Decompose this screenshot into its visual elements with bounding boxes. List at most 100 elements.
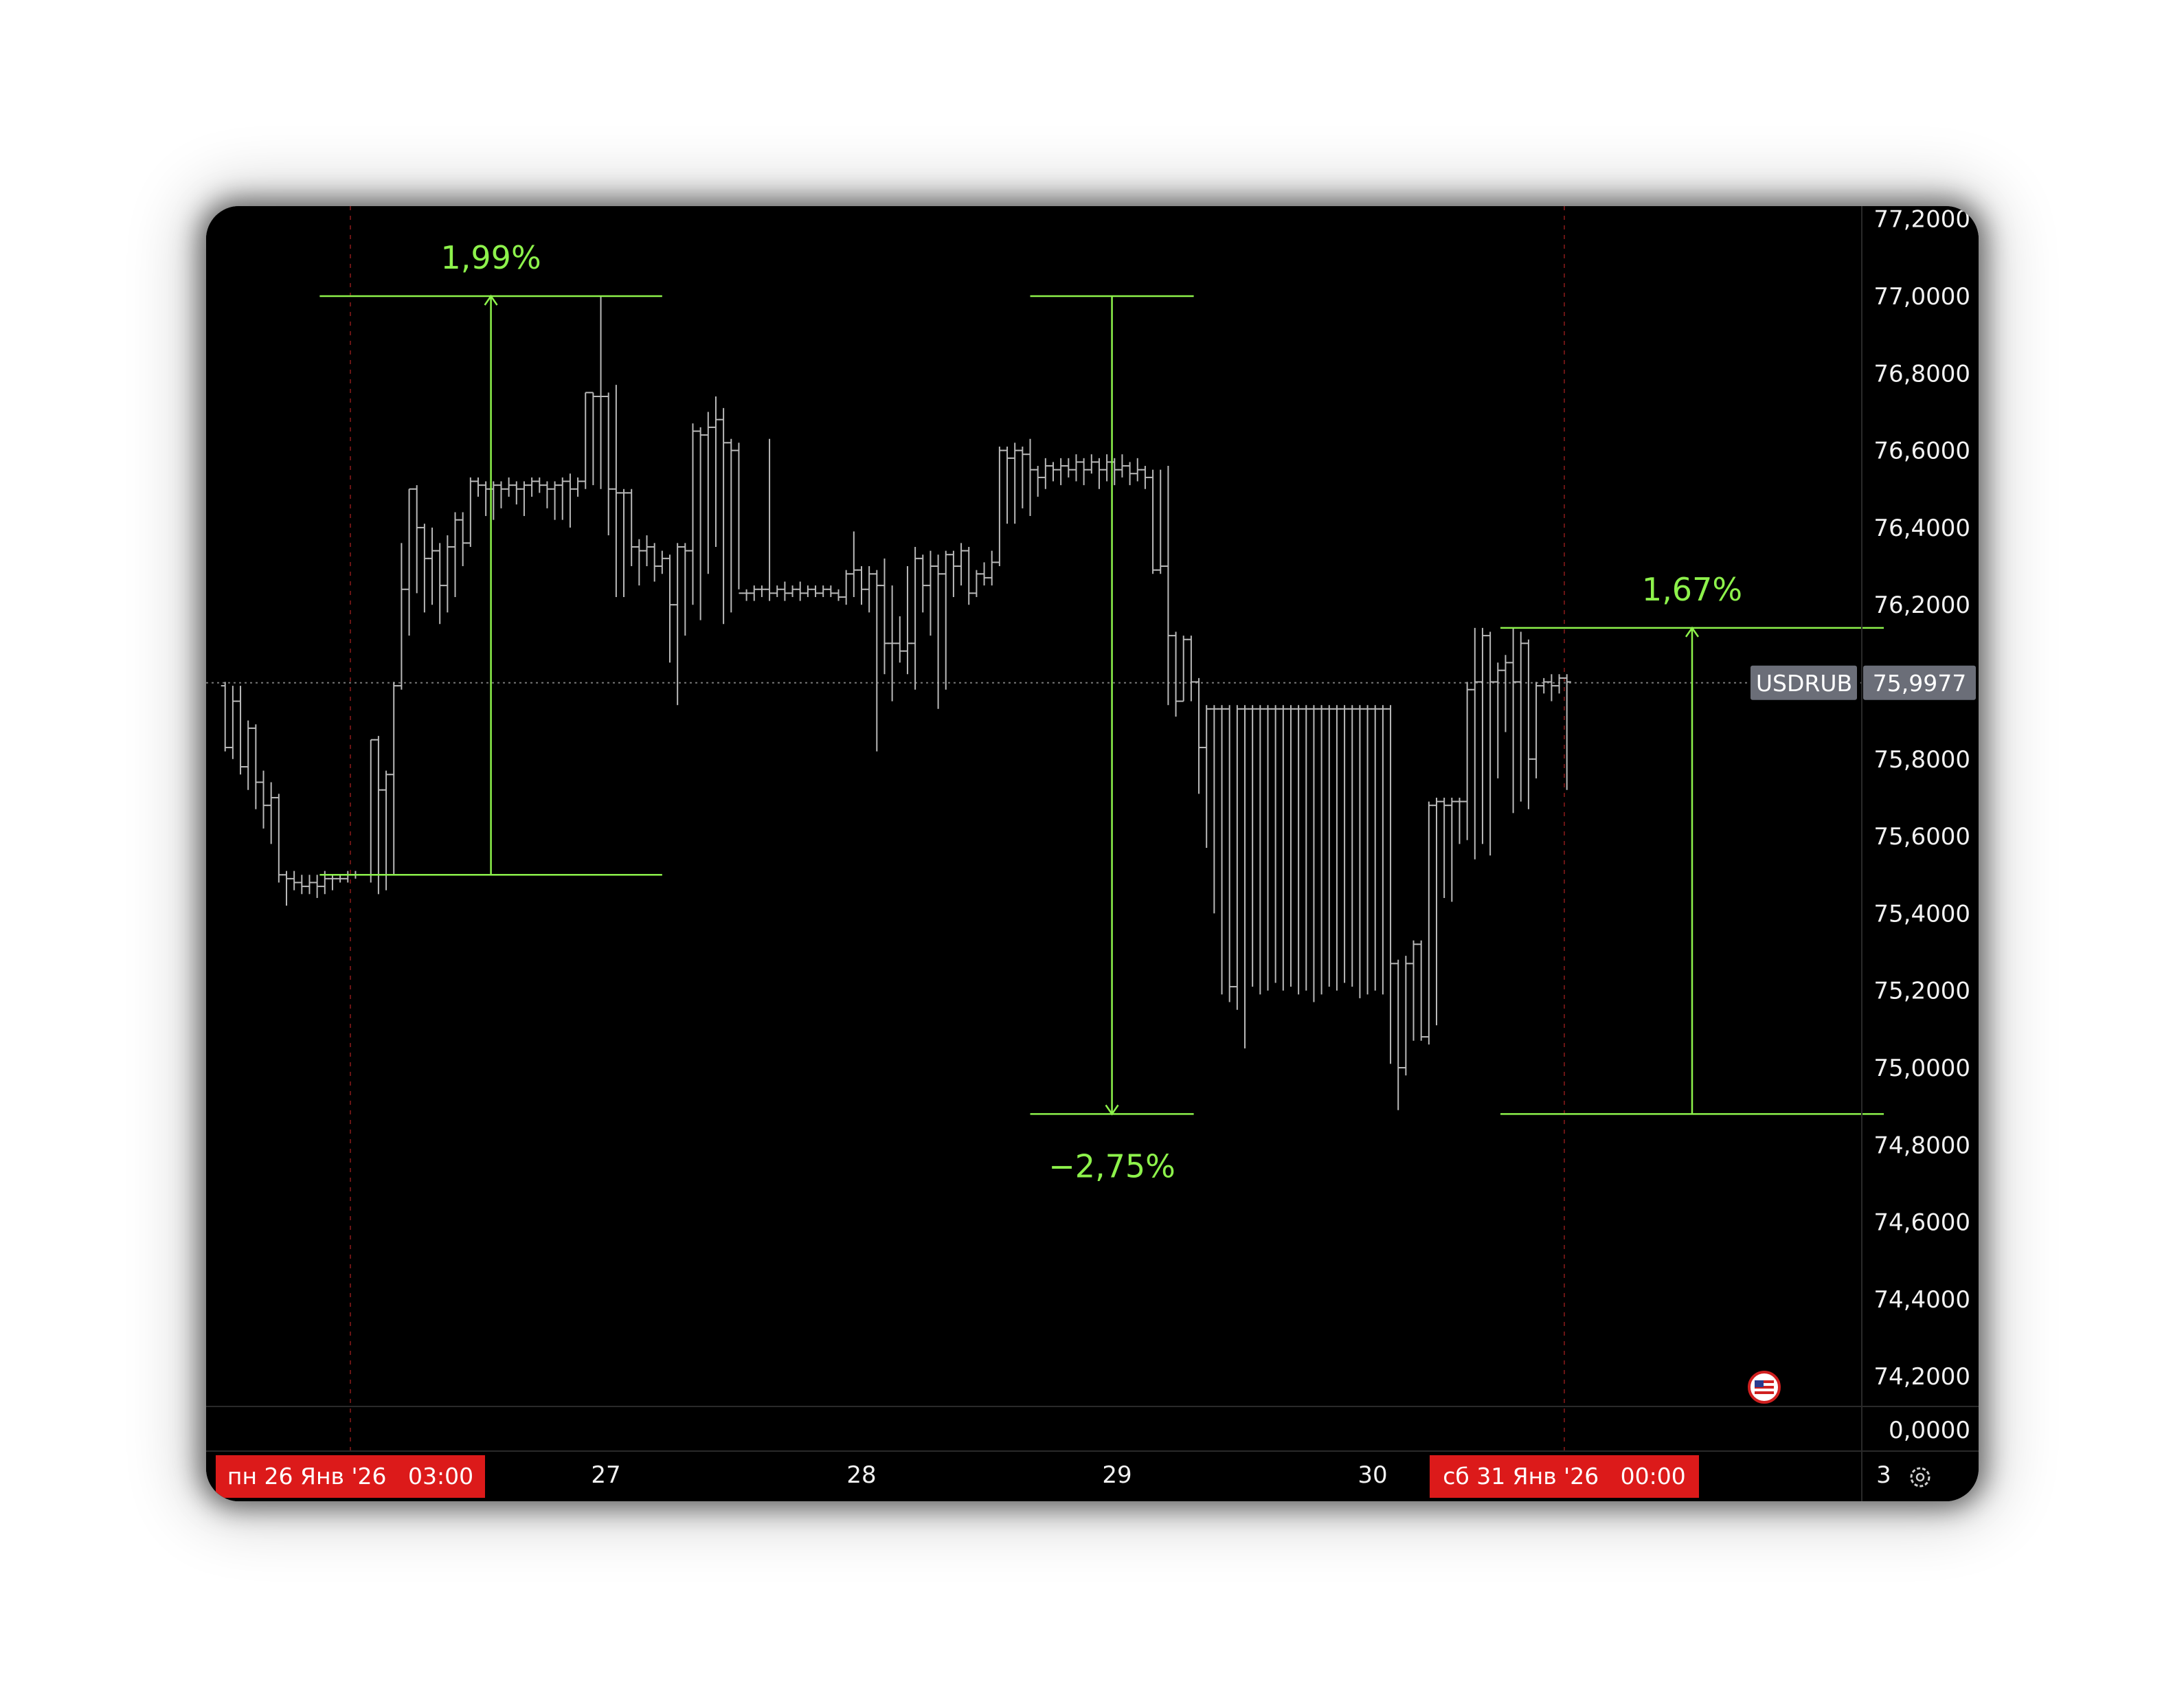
ohlc-bar [666,554,674,663]
session-marker-badge [216,1455,485,1498]
ohlc-bar [711,396,720,547]
ohlc-bar [1532,682,1541,778]
ohlc-bar [1547,674,1556,702]
y-tick-label: 75,2000 [1873,978,1970,1005]
ohlc-bar [1363,705,1372,995]
ohlc-bar [1049,462,1057,482]
ohlc-bar [880,558,889,675]
us-flag-stripe [1755,1380,1774,1383]
ohlc-bar [742,589,751,601]
volume-axis-label: 0,0000 [1889,1417,1970,1444]
symbol-label: USDRUB [1756,670,1852,697]
ohlc-bar [405,488,414,636]
ohlc-bar [834,589,843,601]
ohlc-bar [650,543,659,582]
y-tick-label: 77,2000 [1873,206,1970,234]
x-tick-label: 27 [591,1461,620,1489]
ohlc-bar [1279,705,1287,991]
ohlc-bar [428,527,437,605]
ohlc-bar [390,682,398,875]
ohlc-bar [1317,705,1326,995]
ohlc-bar [412,485,421,594]
y-tick-label: 74,6000 [1873,1209,1970,1237]
ohlc-bar [236,686,245,775]
ohlc-bar [1057,458,1066,486]
y-tick-label: 75,0000 [1873,1055,1970,1082]
ohlc-bar [244,720,253,790]
ohlc-bar [1555,674,1564,694]
settings-gear-icon[interactable] [1910,1467,1930,1488]
ohlc-bar [267,782,275,844]
ohlc-bar [1509,627,1518,813]
ohlc-bar [313,875,322,898]
y-tick-label: 74,8000 [1873,1132,1970,1159]
ohlc-bar [642,535,651,567]
ohlc-bar [1440,797,1449,898]
ohlc-bar [1256,705,1265,995]
ohlc-bar [926,550,935,636]
ohlc-bar [1294,705,1303,995]
ohlc-bar [1463,682,1472,840]
ohlc-bar [627,489,636,567]
ohlc-bar [1118,454,1127,478]
ohlc-bar [274,794,283,883]
ohlc-bar [1340,705,1349,983]
ohlc-bar [773,585,782,597]
ohlc-bar [1263,705,1272,991]
ohlc-bar [673,543,682,706]
session-marker-badge [1430,1455,1699,1498]
ohlc-bar [466,477,475,547]
ohlc-bar [1325,705,1333,987]
ohlc-bar [703,412,712,574]
ohlc-bar [1540,677,1549,694]
last-price-badge [1863,665,1976,700]
ohlc-bar [282,871,291,906]
ohlc-bar [941,550,950,690]
ohlc-bar [995,446,1004,567]
ohlc-bar [796,581,804,601]
ohlc-bar [443,535,452,613]
us-flag-stripe [1755,1391,1774,1394]
ohlc-bar [290,871,299,890]
ohlc-bar [1125,462,1134,486]
ohlc-bar [1401,956,1410,1076]
ohlc-bar [374,736,383,895]
ohlc-bar [397,543,406,690]
ohlc-bar [1470,627,1479,860]
chart-window: 1,99% −2,75% 1,67% 77,2000 77,0000 76,8000 76,… [206,206,1979,1501]
ohlc-bar [1348,705,1357,987]
ohlc-bar [1424,801,1433,1045]
ohlc-bar [727,438,736,613]
ohlc-bar [949,550,958,597]
y-tick-label: 74,2000 [1873,1363,1970,1391]
ohlc-bar [1432,797,1441,1026]
ohlc-bar [750,585,758,601]
ohlc-bar [1179,636,1188,702]
ohlc-bar [1371,705,1380,991]
us-flag-stripe [1755,1386,1774,1389]
ohlc-bar [420,524,429,613]
settings-gear-icon-center[interactable] [1915,1472,1925,1482]
ohlc-bar [895,616,904,663]
x-tick-label: 29 [1102,1461,1132,1489]
x-tick-label: 28 [846,1461,876,1489]
ohlc-bar [788,585,797,597]
ohlc-bar [1455,797,1464,844]
ohlc-bar [221,682,229,752]
ohlc-bar [535,477,544,493]
ohlc-bar [1486,631,1495,856]
ohlc-bar [1186,636,1195,702]
ohlc-bar [604,392,613,536]
ohlc-bar [819,585,828,597]
ohlc-bar [972,570,981,597]
ohlc-bar [857,566,866,605]
ohlc-bar [1309,705,1318,1002]
ohlc-bar [1417,940,1426,1041]
ohlc-bar [611,385,620,597]
ohlc-bar [543,481,552,508]
y-tick-label: 77,0000 [1873,283,1970,311]
ohlc-bar [504,477,513,497]
ohlc-bar [657,550,666,574]
ohlc-bar [574,477,583,497]
ohlc-bar [451,512,460,597]
